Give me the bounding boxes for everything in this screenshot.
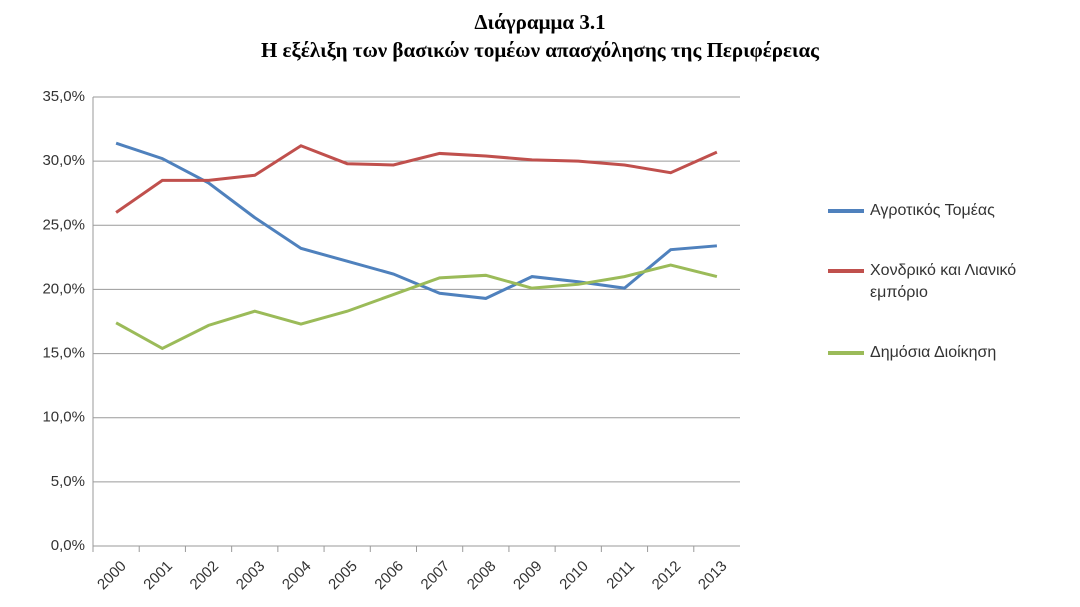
legend-item: Δημόσια Διοίκηση <box>828 342 1073 364</box>
y-tick-label: 30,0% <box>42 152 85 169</box>
x-tick-label: 2001 <box>140 558 176 594</box>
x-tick-label: 2010 <box>556 558 592 594</box>
series-line <box>115 144 718 214</box>
x-tick-label: 2006 <box>371 558 407 594</box>
chart-title: Διάγραμμα 3.1 <box>474 10 605 34</box>
x-tick-label: 2012 <box>649 558 685 594</box>
legend-label: Αγροτικός Τομέας <box>870 202 995 219</box>
legend-swatch <box>828 269 864 273</box>
legend-item: Χονδρικό και Λιανικό εμπόριο <box>828 260 1073 304</box>
legend-item: Αγροτικός Τομέας <box>828 200 1073 222</box>
x-tick-label: 2009 <box>510 558 546 594</box>
y-tick-label: 25,0% <box>42 216 85 233</box>
x-tick-label: 2013 <box>695 558 731 594</box>
x-tick-label: 2000 <box>94 558 130 594</box>
y-tick-label: 35,0% <box>42 88 85 105</box>
series-line <box>115 141 718 300</box>
x-tick-label: 2008 <box>464 558 500 594</box>
legend-swatch <box>828 351 864 355</box>
y-tick-label: 5,0% <box>51 473 85 490</box>
y-tick-label: 0,0% <box>51 537 85 554</box>
legend-label: Χονδρικό και Λιανικό εμπόριο <box>870 262 1017 301</box>
y-tick-label: 10,0% <box>42 409 85 426</box>
x-tick-label: 2004 <box>279 558 315 594</box>
chart-subtitle: Η εξέλιξη των βασικών τομέων απασχόλησης… <box>261 38 820 62</box>
y-tick-label: 15,0% <box>42 345 85 362</box>
y-tick-label: 20,0% <box>42 280 85 297</box>
series-line <box>115 263 718 351</box>
legend: Αγροτικός Τομέας Χονδρικό και Λιανικό εμπ… <box>828 200 1073 402</box>
x-tick-label: 2011 <box>603 558 638 593</box>
legend-label: Δημόσια Διοίκηση <box>870 344 997 361</box>
x-tick-label: 2007 <box>418 558 454 594</box>
legend-swatch <box>828 209 864 213</box>
x-tick-label: 2002 <box>187 558 223 594</box>
x-tick-label: 2005 <box>325 558 361 594</box>
x-tick-label: 2003 <box>233 558 269 594</box>
